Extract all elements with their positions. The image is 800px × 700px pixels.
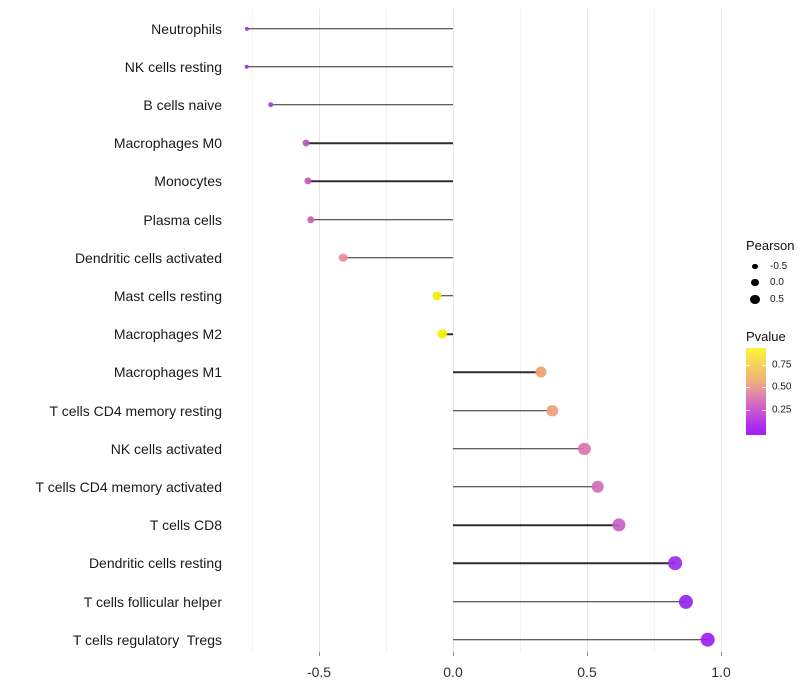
lollipop-dot xyxy=(612,518,626,532)
legend-size-label: 0.5 xyxy=(770,293,784,305)
colorbar-tick xyxy=(746,364,750,366)
major-gridline xyxy=(587,9,588,652)
lollipop-stem xyxy=(305,142,453,144)
lollipop-dot xyxy=(304,177,312,185)
pearson-legend-title: Pearson xyxy=(746,238,795,253)
x-axis-tick-label: 1.0 xyxy=(711,664,731,680)
category-label: NK cells resting xyxy=(124,58,222,75)
minor-gridline xyxy=(520,9,521,652)
lollipop-stem xyxy=(246,65,453,68)
category-label: Dendritic cells resting xyxy=(88,555,222,572)
category-label: Mast cells resting xyxy=(113,287,222,304)
minor-gridline xyxy=(252,9,253,652)
category-label: T cells follicular helper xyxy=(83,593,222,610)
category-label: T cells CD8 xyxy=(149,517,222,534)
lollipop-dot xyxy=(432,291,442,301)
lollipop-dot xyxy=(338,253,348,262)
lollipop-dot xyxy=(307,215,315,224)
pvalue-legend-title: Pvalue xyxy=(746,328,786,344)
lollipop-dot xyxy=(535,366,547,378)
lollipop-stem xyxy=(343,256,453,259)
category-label: B cells naive xyxy=(143,96,222,113)
category-label: NK cells activated xyxy=(110,440,222,457)
lollipop-stem xyxy=(246,27,453,30)
pearson-size-legend: -0.5 0.0 0.5 xyxy=(746,258,800,308)
x-axis-tick xyxy=(721,652,722,656)
legend-size-entry: 0.0 xyxy=(746,275,800,292)
category-label: Monocytes xyxy=(154,173,222,190)
major-gridline xyxy=(721,9,722,652)
colorbar-tick xyxy=(746,386,750,388)
category-label: T cells regulatory Tregs xyxy=(72,631,222,648)
minor-gridline xyxy=(654,9,655,652)
colorbar-tick-label: 0.25 xyxy=(772,404,792,415)
x-axis-tick-label: 0.0 xyxy=(443,664,463,680)
legend: Pearson -0.5 0.0 0.5 Pvalue 0.75 0.50 0.25 xyxy=(746,238,800,435)
legend-dot-cell xyxy=(746,294,764,304)
lollipop-dot xyxy=(244,64,249,69)
legend-dot-cell xyxy=(746,263,764,269)
category-label: T cells CD4 memory activated xyxy=(35,478,222,495)
lollipop-dot xyxy=(546,404,558,417)
lollipop-stem xyxy=(453,409,553,412)
category-label: Macrophages M2 xyxy=(113,326,222,343)
lollipop-stem xyxy=(453,562,676,565)
legend-size-dot-small xyxy=(752,263,758,269)
lollipop-stem xyxy=(453,600,687,603)
legend-size-dot-large xyxy=(750,294,760,304)
category-label: T cells CD4 memory resting xyxy=(49,402,222,419)
x-axis-tick xyxy=(453,652,454,656)
category-label: Macrophages M0 xyxy=(113,135,222,152)
minor-gridline xyxy=(386,9,387,652)
lollipop-dot xyxy=(668,556,683,571)
colorbar-tick-label: 0.50 xyxy=(772,381,792,392)
lollipop-stem xyxy=(436,295,453,297)
legend-size-label: -0.5 xyxy=(770,260,788,272)
colorbar-tick xyxy=(746,409,750,411)
category-label: Dendritic cells activated xyxy=(74,249,222,266)
category-label: Neutrophils xyxy=(151,20,222,37)
colorbar-tick xyxy=(762,409,766,411)
x-axis-tick-label: 0.5 xyxy=(577,664,597,680)
lollipop-stem xyxy=(308,180,453,183)
category-label: Macrophages M1 xyxy=(113,364,222,381)
lollipop-dot xyxy=(244,26,249,31)
lollipop-dot xyxy=(302,139,310,147)
legend-size-label: 0.0 xyxy=(770,277,784,289)
lollipop-dot xyxy=(679,594,694,609)
lollipop-dot xyxy=(700,632,715,647)
lollipop-stem xyxy=(442,333,453,335)
colorbar-tick-label: 0.75 xyxy=(772,359,792,370)
lollipop-dot xyxy=(591,480,605,494)
x-axis-tick-label: -0.5 xyxy=(306,664,332,680)
lollipop-stem xyxy=(453,638,708,641)
lollipop-stem xyxy=(453,371,542,374)
lollipop-stem xyxy=(453,486,598,488)
legend-size-entry: -0.5 xyxy=(746,258,800,275)
legend-dot-cell xyxy=(746,279,764,287)
category-label: Plasma cells xyxy=(143,211,222,228)
lollipop-dot xyxy=(267,102,274,108)
lollipop-stem xyxy=(310,218,453,221)
legend-size-entry: 0.5 xyxy=(746,291,800,308)
pvalue-colorbar-wrap: 0.75 0.50 0.25 xyxy=(746,347,800,435)
x-axis-tick xyxy=(319,652,320,656)
lollipop-stem xyxy=(270,104,453,106)
lollipop-dot xyxy=(437,329,447,339)
colorbar-tick xyxy=(762,364,766,366)
pvalue-colorbar xyxy=(746,347,766,435)
major-gridline xyxy=(319,9,320,652)
lollipop-dot xyxy=(578,442,591,455)
x-axis-tick xyxy=(587,652,588,656)
lollipop-stem xyxy=(453,447,585,450)
major-gridline xyxy=(453,9,454,652)
pvalue-legend: Pvalue 0.75 0.50 0.25 xyxy=(746,329,800,435)
lollipop-stem xyxy=(453,524,620,526)
colorbar-tick xyxy=(762,386,766,388)
legend-size-dot-medium xyxy=(751,279,759,287)
